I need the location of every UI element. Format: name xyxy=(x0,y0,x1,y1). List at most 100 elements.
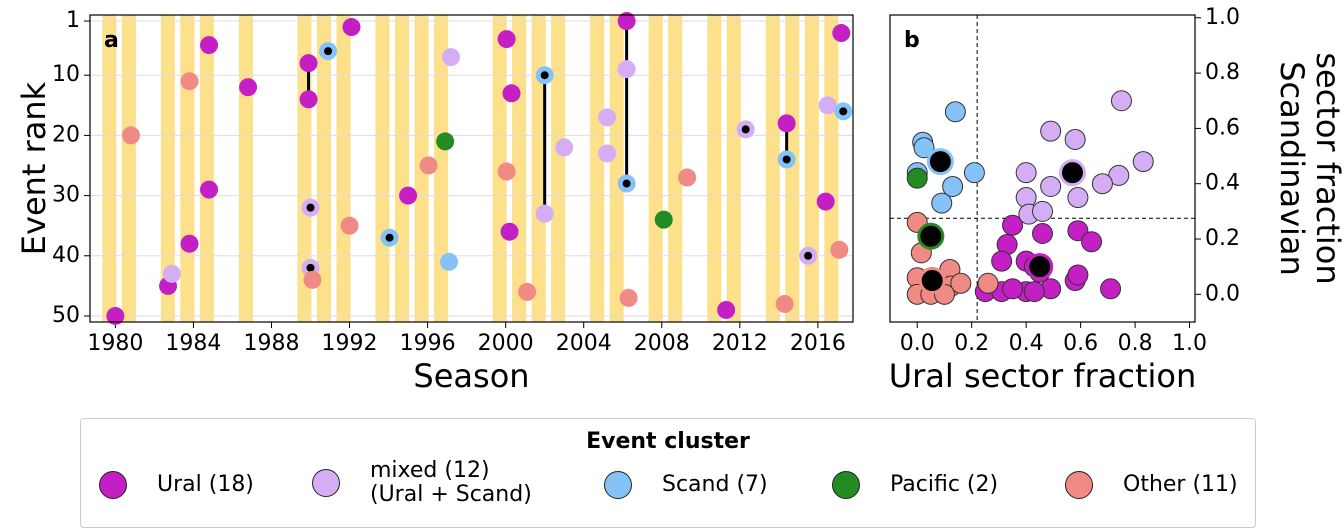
event-point xyxy=(944,101,966,123)
event-point xyxy=(419,156,438,175)
event-point xyxy=(200,180,219,199)
event-point xyxy=(1081,231,1103,253)
event-point xyxy=(518,282,537,301)
y-axis-label: sector fraction xyxy=(1309,52,1344,284)
season-band xyxy=(375,15,390,322)
season-band xyxy=(395,15,410,322)
event-point xyxy=(497,162,516,181)
x-tick-label: 1984 xyxy=(165,331,221,356)
event-point xyxy=(617,60,636,79)
event-point xyxy=(1002,214,1024,236)
legend-label: Pacific (2) xyxy=(890,472,999,497)
event-point xyxy=(617,12,636,31)
event-point xyxy=(963,162,985,184)
season-band xyxy=(765,15,780,322)
legend-entry: Other (11) xyxy=(1065,471,1238,499)
legend-label: Scand (7) xyxy=(662,472,768,497)
event-point xyxy=(1100,278,1122,300)
season-band xyxy=(785,15,800,322)
legend-swatch xyxy=(1065,471,1093,499)
panel-label: a xyxy=(104,28,119,53)
event-point xyxy=(1064,128,1086,150)
event-point xyxy=(977,272,999,294)
event-point xyxy=(1032,222,1053,244)
legend-label: Other (11) xyxy=(1123,472,1238,497)
event-dot xyxy=(324,47,333,56)
y-tick-label: 0.8 xyxy=(1205,60,1240,85)
event-point xyxy=(906,167,928,189)
event-point xyxy=(106,306,125,325)
season-band xyxy=(707,15,722,322)
event-point xyxy=(775,294,794,313)
season-band xyxy=(102,15,117,322)
event-point xyxy=(1091,173,1113,195)
event-point xyxy=(535,204,554,223)
x-tick-label: 0.0 xyxy=(900,331,935,356)
event-point xyxy=(1067,220,1089,242)
highlight-point xyxy=(918,267,946,295)
plot-frame xyxy=(89,14,854,323)
event-point xyxy=(502,84,521,103)
event-point xyxy=(816,192,835,211)
y-tick-label: 30 xyxy=(52,183,80,208)
event-point xyxy=(1040,120,1062,142)
x-tick-label: 2008 xyxy=(634,331,690,356)
x-tick-label: 1.0 xyxy=(1172,331,1207,356)
event-point xyxy=(1032,200,1053,222)
legend-swatch xyxy=(312,469,340,497)
event-point xyxy=(500,222,519,241)
event-point xyxy=(942,175,964,197)
event-point xyxy=(121,126,140,145)
event-point xyxy=(598,108,617,127)
x-tick-label: 2016 xyxy=(790,331,846,356)
event-point xyxy=(913,137,935,159)
y-tick-label: 10 xyxy=(52,62,80,87)
event-point xyxy=(299,90,318,109)
season-band xyxy=(199,15,214,322)
event-point xyxy=(340,216,359,235)
event-point xyxy=(180,234,199,253)
event-point xyxy=(619,288,638,307)
legend-entry: mixed (12) (Ural + Scand) xyxy=(312,459,532,507)
y-tick-label: 1.0 xyxy=(1205,5,1240,30)
event-point xyxy=(200,36,219,55)
event-point xyxy=(1067,187,1089,209)
y-axis-label: Scandinavian xyxy=(1273,61,1311,276)
y-tick-label: 20 xyxy=(52,122,80,147)
y-tick-label: 0.4 xyxy=(1205,171,1240,196)
event-dot xyxy=(622,179,631,188)
event-point xyxy=(440,252,459,271)
season-band xyxy=(531,15,546,322)
plot-frame xyxy=(889,14,1196,323)
event-dot xyxy=(540,71,549,80)
event-point xyxy=(717,300,736,319)
highlight-point xyxy=(917,222,945,250)
season-band xyxy=(590,15,605,322)
panel-label: b xyxy=(904,28,920,53)
event-point xyxy=(1110,90,1132,112)
event-dot xyxy=(741,125,750,134)
event-point xyxy=(399,186,418,205)
season-band xyxy=(336,15,351,322)
event-point xyxy=(180,72,199,91)
x-tick-label: 0.4 xyxy=(1009,331,1044,356)
season-band xyxy=(824,15,839,322)
event-point xyxy=(1132,151,1154,173)
season-band xyxy=(238,15,253,322)
event-dot xyxy=(306,203,315,212)
event-dot xyxy=(306,263,315,272)
event-point xyxy=(931,192,953,214)
legend-entry: Scand (7) xyxy=(604,471,768,499)
season-band xyxy=(648,15,663,322)
season-band xyxy=(121,15,136,322)
x-tick-label: 2004 xyxy=(556,331,612,356)
legend-title: Event cluster xyxy=(586,429,750,454)
event-point xyxy=(342,18,361,37)
event-dot xyxy=(782,155,791,164)
event-point xyxy=(654,210,673,229)
event-point xyxy=(162,264,181,283)
season-band xyxy=(316,15,331,322)
y-tick-label: 0.0 xyxy=(1205,281,1240,306)
season-band xyxy=(726,15,741,322)
